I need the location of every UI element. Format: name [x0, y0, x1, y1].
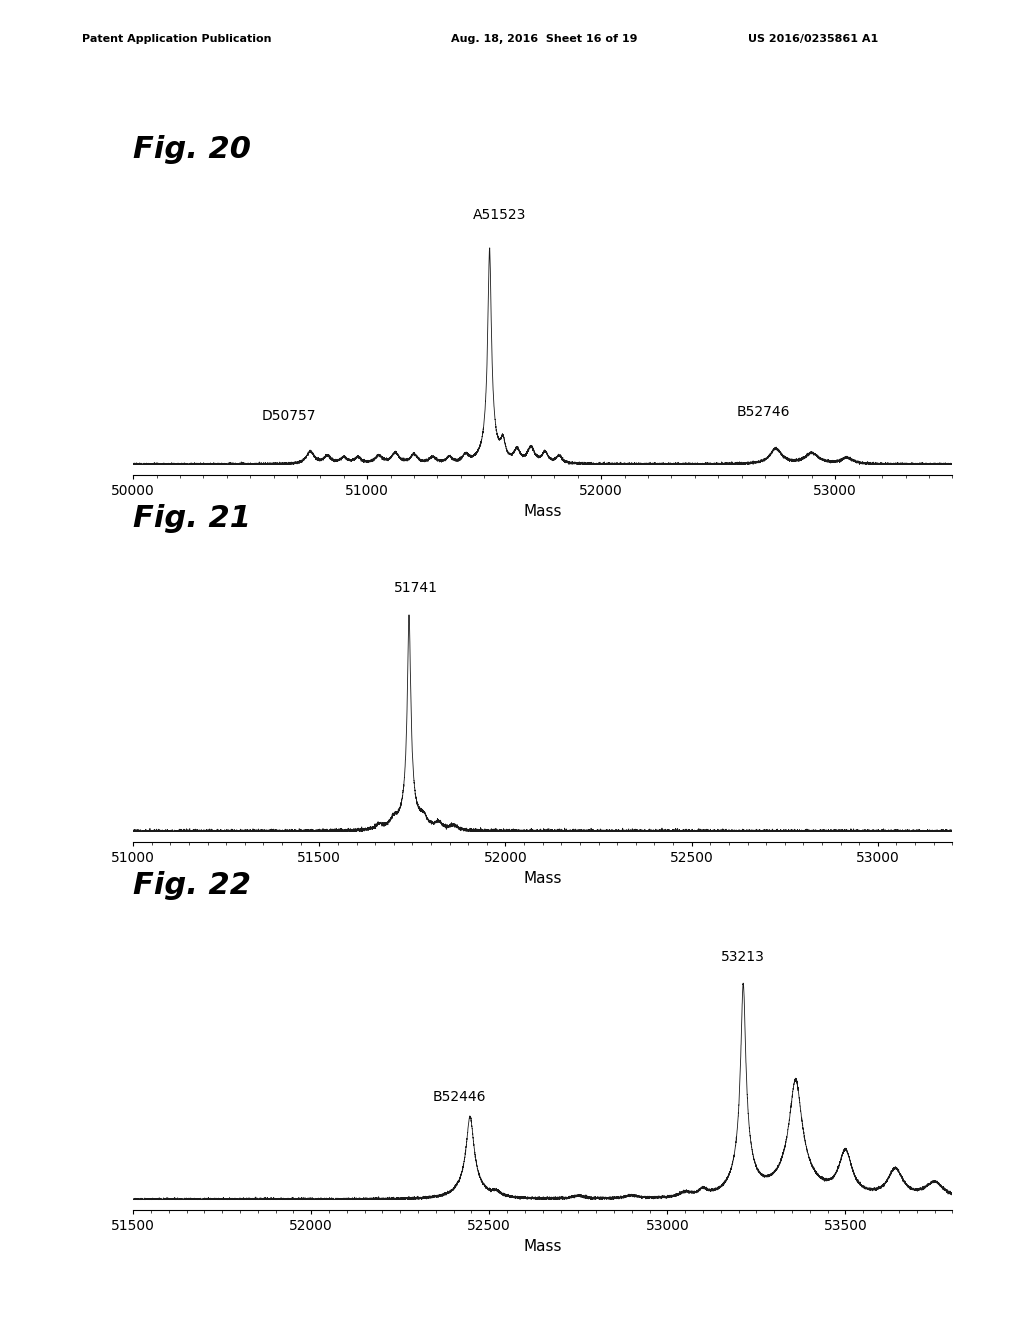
Text: Patent Application Publication: Patent Application Publication [82, 34, 271, 45]
Text: B52446: B52446 [432, 1090, 485, 1105]
Text: A51523: A51523 [472, 209, 526, 222]
X-axis label: Mass: Mass [523, 871, 562, 886]
Text: US 2016/0235861 A1: US 2016/0235861 A1 [748, 34, 878, 45]
Text: Fig. 21: Fig. 21 [133, 504, 251, 533]
X-axis label: Mass: Mass [523, 504, 562, 519]
Text: 53213: 53213 [721, 949, 765, 964]
Text: 51741: 51741 [394, 581, 438, 595]
Text: Fig. 22: Fig. 22 [133, 871, 251, 900]
X-axis label: Mass: Mass [523, 1239, 562, 1254]
Text: B52746: B52746 [737, 405, 791, 418]
Text: Aug. 18, 2016  Sheet 16 of 19: Aug. 18, 2016 Sheet 16 of 19 [451, 34, 637, 45]
Text: D50757: D50757 [262, 409, 316, 424]
Text: Fig. 20: Fig. 20 [133, 135, 251, 164]
